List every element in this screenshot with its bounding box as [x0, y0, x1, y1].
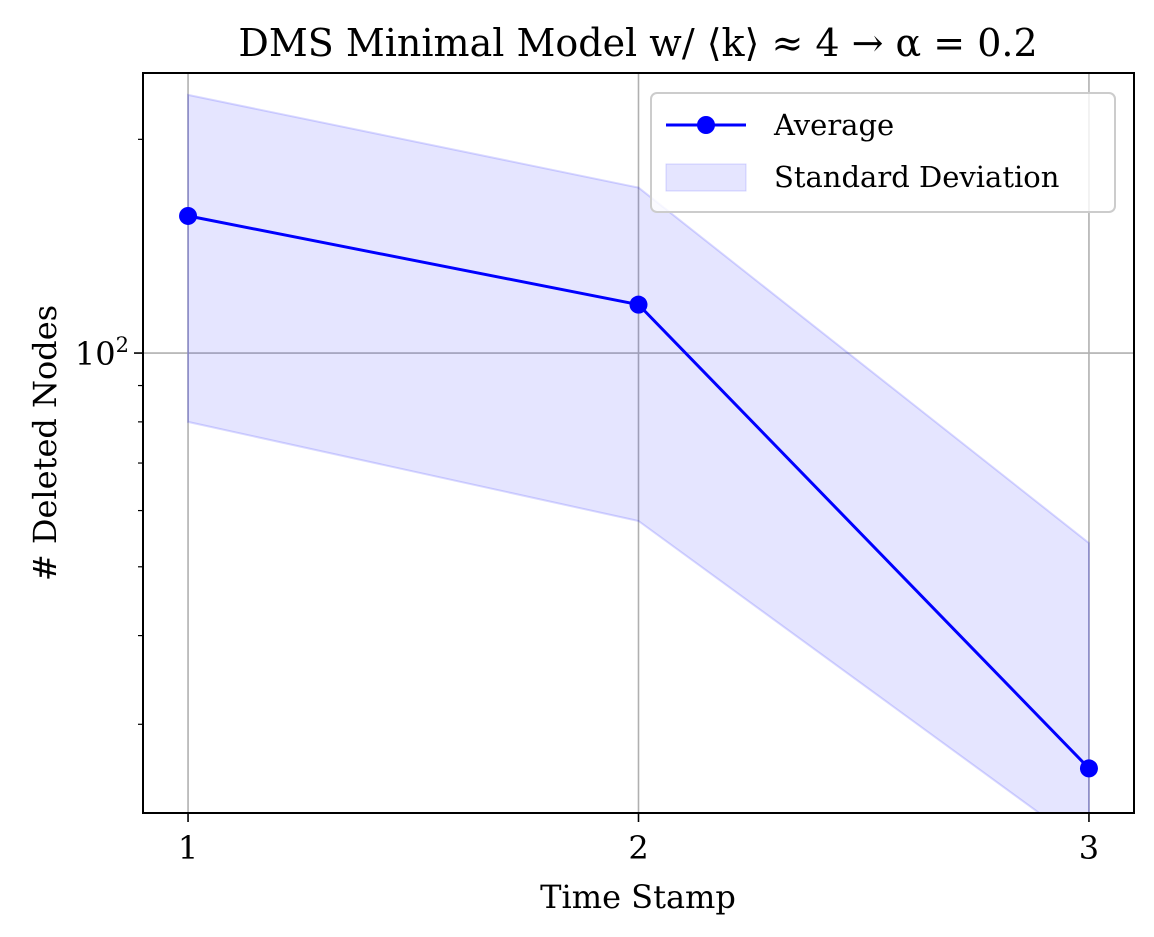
y-tick-label-major: 102: [75, 333, 129, 373]
legend: Average Standard Deviation: [650, 92, 1116, 213]
legend-label-average: Average: [773, 108, 894, 142]
x-tick-label-3: 3: [1079, 829, 1099, 867]
average-point-1: [179, 206, 198, 225]
y-tick-label-exponent: 2: [116, 333, 129, 357]
std-deviation-band: [187, 93, 1090, 813]
x-axis-ticks: 1 2 3: [178, 813, 1099, 867]
legend-box: [650, 92, 1116, 213]
y-tick-label-base: 10: [75, 335, 116, 373]
x-tick-label-1: 1: [178, 829, 198, 867]
y-axis-ticks: [134, 138, 143, 725]
average-point-3: [1079, 759, 1098, 778]
legend-std-patch: [665, 163, 747, 192]
chart-title: DMS Minimal Model w/ ⟨k⟩ ≈ 4 → α = 0.2: [238, 21, 1037, 65]
x-tick-label-2: 2: [628, 829, 648, 867]
legend-average-marker: [697, 116, 715, 134]
y-axis-label: # Deleted Nodes: [26, 305, 64, 581]
x-axis-label: Time Stamp: [540, 878, 736, 916]
average-markers: [179, 206, 1098, 778]
average-point-2: [629, 295, 648, 314]
legend-label-std: Standard Deviation: [774, 160, 1059, 194]
